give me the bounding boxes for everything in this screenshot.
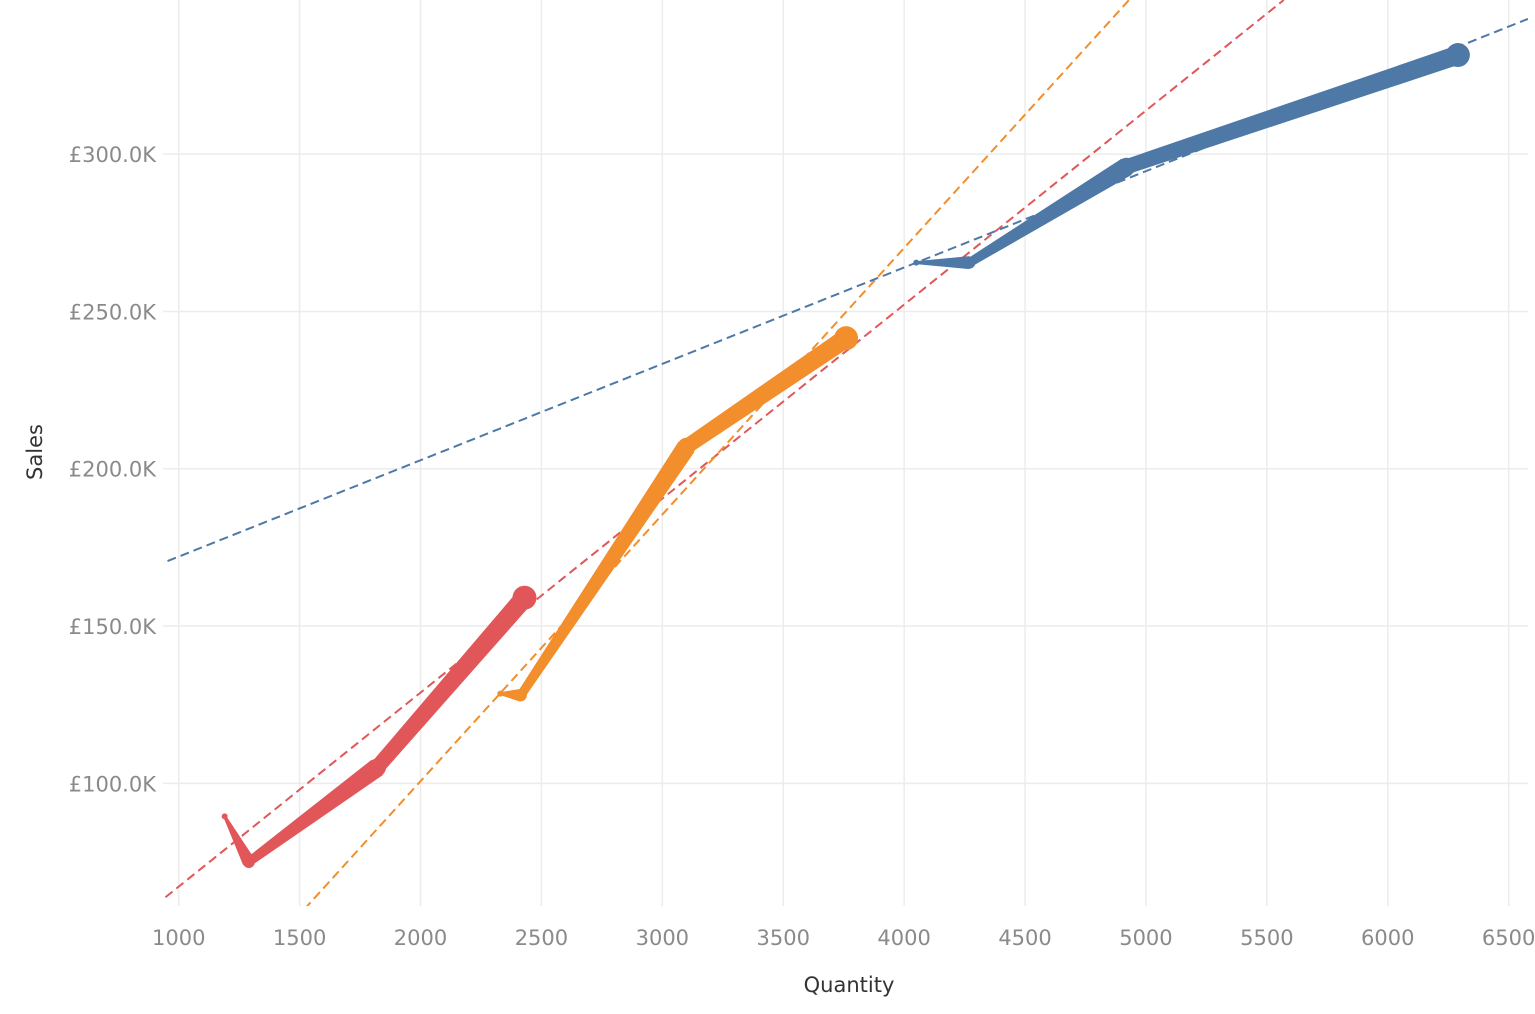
data-point bbox=[913, 259, 920, 266]
trend-line bbox=[163, 0, 1285, 901]
x-tick-label: 4500 bbox=[998, 926, 1051, 950]
data-point bbox=[514, 689, 527, 702]
data-point bbox=[497, 690, 504, 697]
series-line-segment bbox=[246, 759, 383, 866]
x-tick-label: 3500 bbox=[757, 926, 810, 950]
x-tick-label: 3000 bbox=[636, 926, 689, 950]
series-line-segment bbox=[517, 441, 695, 698]
series-group bbox=[913, 43, 1470, 270]
x-tick-label: 5000 bbox=[1119, 926, 1172, 950]
series-line-segment bbox=[967, 158, 1132, 267]
x-tick-label: 2000 bbox=[394, 926, 447, 950]
y-tick-label: £100.0K bbox=[69, 772, 157, 796]
series-line-segment bbox=[916, 256, 970, 270]
data-point bbox=[677, 437, 696, 456]
y-axis-ticks: £100.0K £150.0K £200.0K £250.0K £300.0K bbox=[69, 143, 157, 796]
y-tick-label: £150.0K bbox=[69, 615, 157, 639]
data-point bbox=[512, 585, 537, 610]
y-tick-label: £300.0K bbox=[69, 143, 157, 167]
y-tick-label: £250.0K bbox=[69, 300, 157, 324]
x-axis-ticks: 1000 1500 2000 2500 3000 3500 4000 4500 5000 5500… bbox=[152, 926, 1535, 950]
trend-line bbox=[305, 0, 1130, 906]
data-point bbox=[221, 813, 228, 820]
series-line-segment bbox=[223, 815, 255, 866]
x-axis-title: Quantity bbox=[804, 973, 895, 997]
y-axis-title: Sales bbox=[23, 424, 47, 480]
x-tick-label: 6500 bbox=[1482, 926, 1535, 950]
x-tick-label: 1000 bbox=[152, 926, 205, 950]
data-point bbox=[963, 256, 976, 269]
data-point bbox=[1445, 43, 1470, 68]
x-tick-label: 2500 bbox=[515, 926, 568, 950]
data-point bbox=[1117, 157, 1136, 176]
series-group bbox=[221, 585, 537, 868]
y-tick-label: £200.0K bbox=[69, 458, 157, 482]
data-point bbox=[834, 326, 859, 351]
data-point bbox=[367, 758, 386, 777]
x-tick-label: 4000 bbox=[877, 926, 930, 950]
series-line-segment bbox=[1124, 46, 1461, 174]
x-tick-label: 6000 bbox=[1361, 926, 1414, 950]
x-tick-label: 5500 bbox=[1240, 926, 1293, 950]
x-tick-label: 1500 bbox=[273, 926, 326, 950]
data-series bbox=[221, 43, 1470, 868]
series-line-segment bbox=[682, 330, 852, 453]
series-group bbox=[497, 326, 859, 702]
data-point bbox=[242, 855, 255, 868]
series-line-segment bbox=[371, 591, 532, 773]
gridlines bbox=[163, 0, 1528, 906]
